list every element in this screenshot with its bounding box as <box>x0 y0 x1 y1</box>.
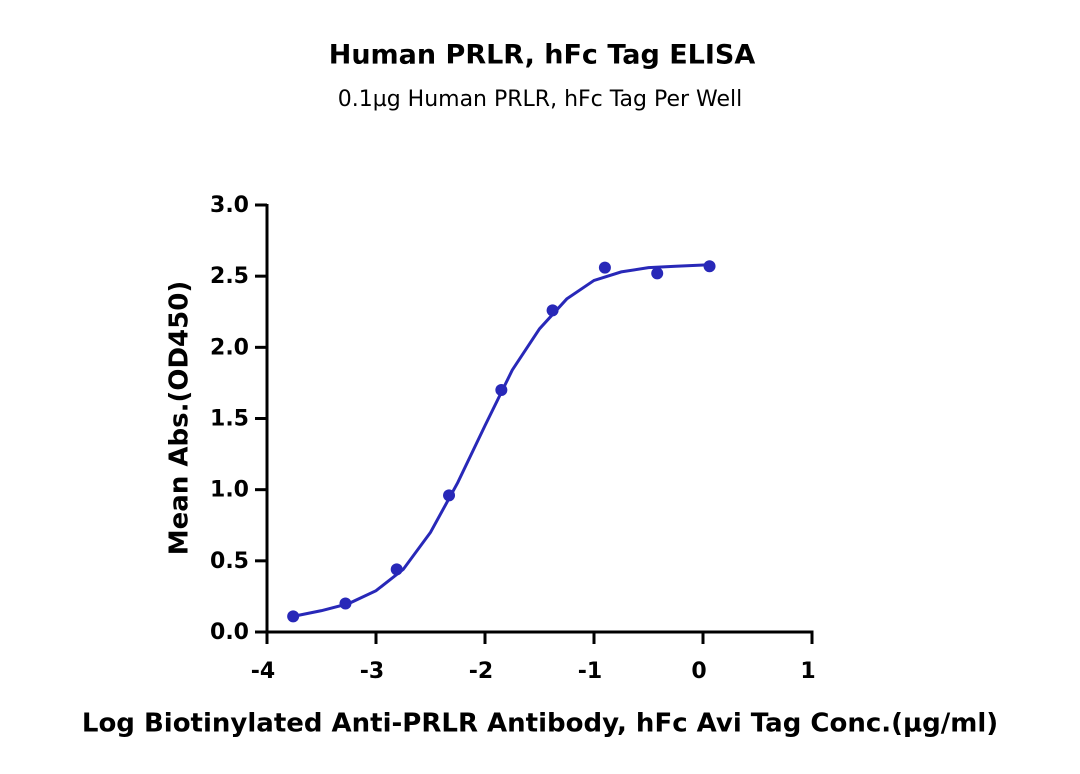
fit-curve <box>292 263 710 618</box>
x-tick-label: -1 <box>578 659 602 684</box>
x-tick-label: 0 <box>691 659 706 684</box>
data-point <box>495 384 508 397</box>
x-tick-label: -3 <box>360 659 384 684</box>
x-axis-label: Log Biotinylated Anti-PRLR Antibody, hFc… <box>82 709 998 739</box>
x-tick-label: -2 <box>469 659 493 684</box>
y-tick-label: 1.0 <box>210 478 249 503</box>
data-point <box>703 260 716 273</box>
y-axis-label: Mean Abs.(OD450) <box>165 281 195 555</box>
data-point <box>546 304 559 317</box>
data-point <box>339 597 352 610</box>
x-tick-label: 1 <box>800 659 815 684</box>
y-tick-label: 1.5 <box>210 407 249 432</box>
data-point <box>598 261 611 274</box>
data-point <box>287 610 300 623</box>
y-tick-label: 0.5 <box>210 549 249 574</box>
y-tick-label: 3.0 <box>210 193 249 218</box>
y-tick-label: 2.0 <box>210 335 249 360</box>
data-point <box>443 489 456 502</box>
y-tick-label: 0.0 <box>210 620 249 645</box>
chart-title: Human PRLR, hFc Tag ELISA <box>329 40 756 71</box>
y-tick-label: 2.5 <box>210 264 249 289</box>
x-tick-label: -4 <box>251 659 275 684</box>
data-point <box>390 563 403 576</box>
data-point <box>651 267 664 280</box>
chart-subtitle: 0.1µg Human PRLR, hFc Tag Per Well <box>338 87 743 112</box>
